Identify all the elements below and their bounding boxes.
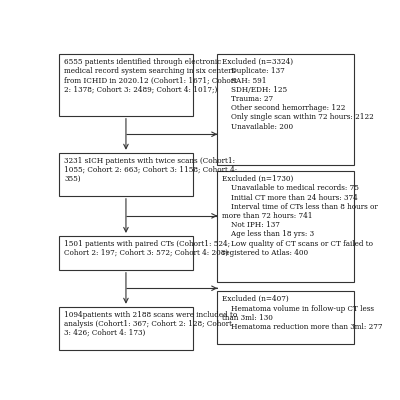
Text: Excluded (n=3324)
    Duplicate: 137
    SAH: 591
    SDH/EDH: 125
    Trauma: 2: Excluded (n=3324) Duplicate: 137 SAH: 59…: [222, 58, 374, 130]
FancyBboxPatch shape: [218, 171, 354, 282]
Text: 3231 sICH patients with twice scans (Cohort1:
1055; Cohort 2: 663; Cohort 3: 115: 3231 sICH patients with twice scans (Coh…: [64, 157, 237, 183]
FancyBboxPatch shape: [59, 307, 193, 350]
Text: Excluded (n=1730)
    Unavailable to medical records: 75
    Initial CT more tha: Excluded (n=1730) Unavailable to medical…: [222, 175, 378, 257]
Text: 6555 patients identified through electronic
medical record system searching in s: 6555 patients identified through electro…: [64, 58, 237, 94]
FancyBboxPatch shape: [218, 54, 354, 165]
Text: Excluded (n=407)
    Hematoma volume in follow-up CT less
than 3ml: 130
    Hema: Excluded (n=407) Hematoma volume in foll…: [222, 295, 382, 331]
Text: 1094patients with 2188 scans were included to
analysis (Cohort1: 367; Cohort 2: : 1094patients with 2188 scans were includ…: [64, 311, 237, 337]
FancyBboxPatch shape: [59, 153, 193, 196]
FancyBboxPatch shape: [59, 236, 193, 270]
Text: 1501 patients with paired CTs (Cohort1: 524;
Cohort 2: 197; Cohort 3: 572; Cohor: 1501 patients with paired CTs (Cohort1: …: [64, 240, 230, 257]
FancyBboxPatch shape: [218, 291, 354, 344]
FancyBboxPatch shape: [59, 54, 193, 116]
